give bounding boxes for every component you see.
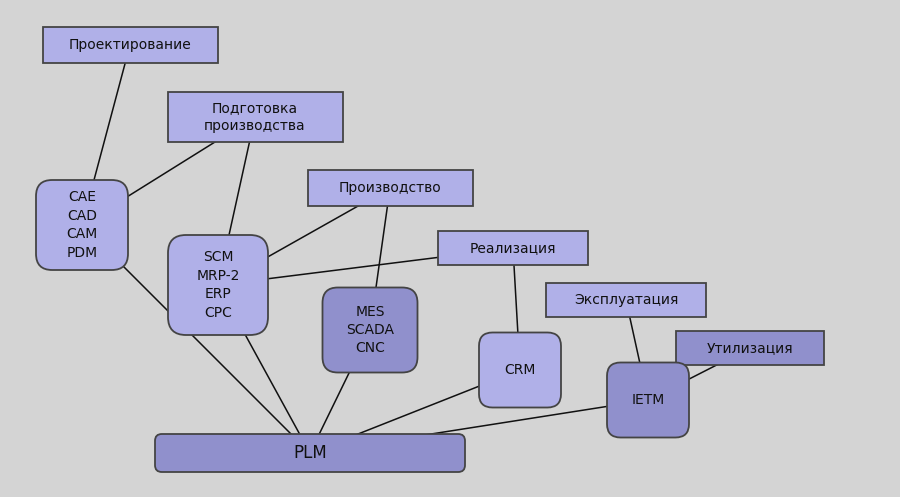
Text: Производство: Производство xyxy=(338,181,441,195)
Text: Проектирование: Проектирование xyxy=(68,38,192,52)
FancyBboxPatch shape xyxy=(546,283,706,317)
Text: Утилизация: Утилизация xyxy=(706,341,793,355)
Text: CAE
CAD
CAM
PDM: CAE CAD CAM PDM xyxy=(67,190,97,259)
Text: Эксплуатация: Эксплуатация xyxy=(574,293,679,307)
Text: IETM: IETM xyxy=(632,393,664,407)
FancyBboxPatch shape xyxy=(438,231,588,265)
FancyBboxPatch shape xyxy=(607,362,689,437)
Text: PLM: PLM xyxy=(293,444,327,462)
FancyBboxPatch shape xyxy=(167,92,343,142)
FancyBboxPatch shape xyxy=(155,434,465,472)
Text: MES
SCADA
CNC: MES SCADA CNC xyxy=(346,305,394,355)
Text: Реализация: Реализация xyxy=(470,241,556,255)
FancyBboxPatch shape xyxy=(308,170,472,206)
FancyBboxPatch shape xyxy=(322,287,418,372)
FancyBboxPatch shape xyxy=(36,180,128,270)
FancyBboxPatch shape xyxy=(479,332,561,408)
Text: Подготовка
производства: Подготовка производства xyxy=(204,101,306,133)
Text: SCM
MRP-2
ERP
CPC: SCM MRP-2 ERP CPC xyxy=(196,250,239,320)
Text: CRM: CRM xyxy=(504,363,536,377)
FancyBboxPatch shape xyxy=(168,235,268,335)
FancyBboxPatch shape xyxy=(676,331,824,365)
FancyBboxPatch shape xyxy=(42,27,218,63)
